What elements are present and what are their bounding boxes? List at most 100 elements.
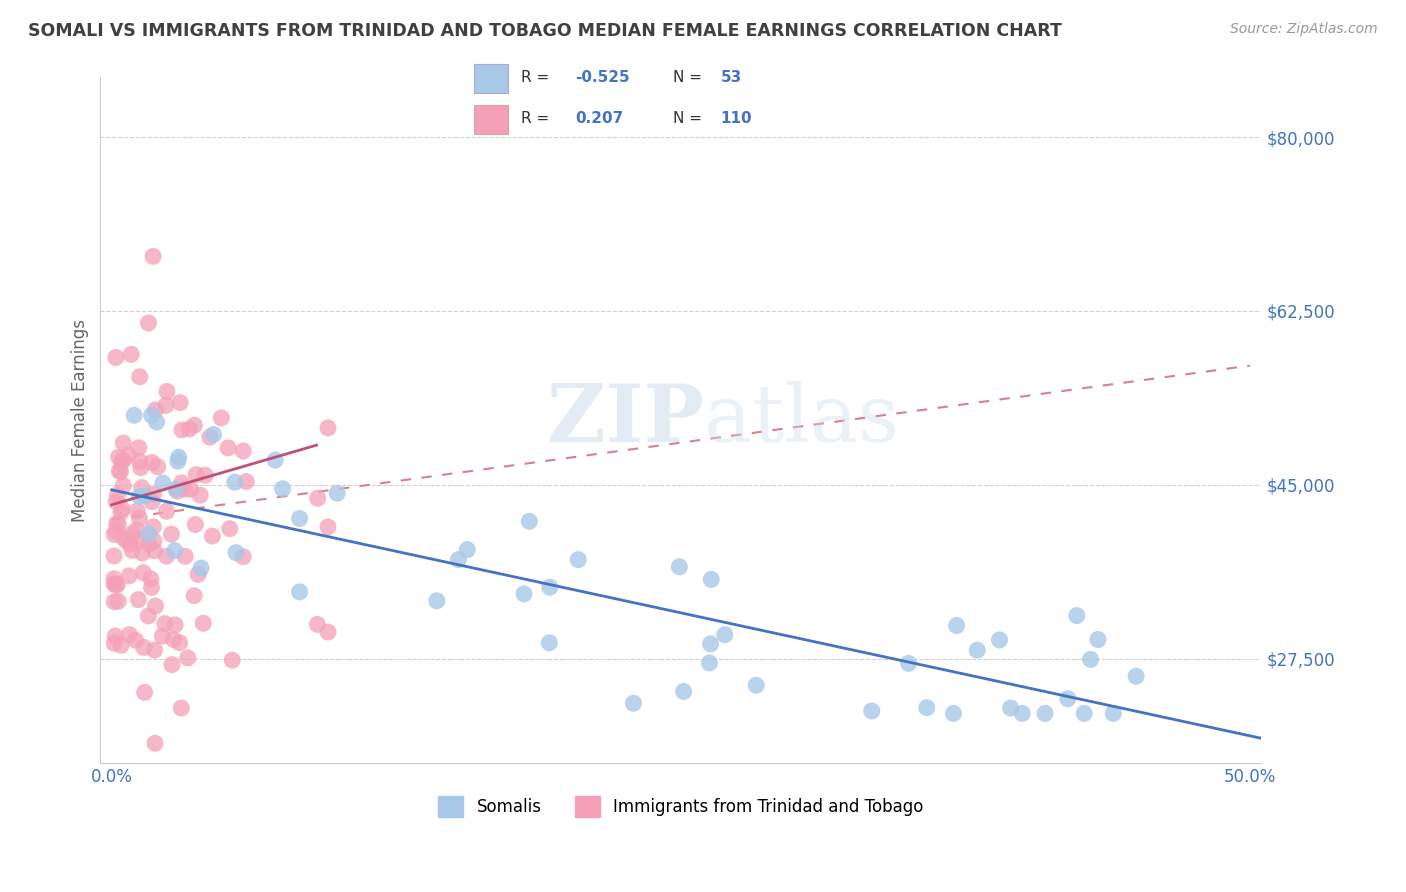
Point: [264, 453, 287, 467]
Text: 53: 53: [720, 70, 742, 85]
Point: [105, 578, 128, 592]
Text: SOMALI VS IMMIGRANTS FROM TRINIDAD AND TOBAGO MEDIAN FEMALE EARNINGS CORRELATION: SOMALI VS IMMIGRANTS FROM TRINIDAD AND T…: [28, 22, 1062, 40]
Text: N =: N =: [673, 112, 702, 126]
Point: [141, 581, 163, 595]
Point: [187, 567, 209, 582]
Point: [152, 475, 174, 490]
Point: [198, 430, 221, 444]
Point: [538, 580, 561, 594]
Point: [145, 415, 167, 429]
Point: [112, 453, 135, 467]
Point: [945, 618, 967, 632]
Point: [128, 369, 150, 384]
Point: [860, 704, 883, 718]
Point: [132, 640, 155, 655]
Text: N =: N =: [673, 70, 702, 85]
Point: [1080, 652, 1102, 666]
Point: [110, 465, 132, 479]
Point: [155, 549, 177, 564]
Point: [143, 736, 166, 750]
Point: [128, 441, 150, 455]
Point: [125, 523, 148, 537]
Point: [107, 594, 129, 608]
Point: [108, 464, 131, 478]
Point: [150, 629, 173, 643]
Point: [183, 418, 205, 433]
Point: [121, 543, 143, 558]
Point: [105, 494, 128, 508]
Text: atlas: atlas: [704, 381, 900, 459]
Point: [160, 657, 183, 672]
Point: [316, 421, 339, 435]
Point: [129, 460, 152, 475]
Point: [165, 482, 187, 496]
Point: [672, 684, 695, 698]
Point: [127, 504, 149, 518]
Point: [138, 609, 160, 624]
Point: [110, 505, 132, 519]
Point: [104, 351, 127, 365]
Point: [167, 454, 190, 468]
Point: [426, 594, 449, 608]
Point: [232, 549, 254, 564]
Point: [163, 543, 186, 558]
Point: [224, 475, 246, 490]
Point: [745, 678, 768, 692]
Text: 0.207: 0.207: [575, 112, 624, 126]
Point: [193, 616, 215, 631]
Point: [127, 592, 149, 607]
Point: [316, 625, 339, 640]
Point: [129, 532, 152, 546]
Point: [169, 635, 191, 649]
Point: [966, 643, 988, 657]
Point: [221, 653, 243, 667]
Point: [988, 632, 1011, 647]
Point: [179, 483, 201, 497]
Point: [128, 454, 150, 468]
Point: [1125, 669, 1147, 683]
Point: [623, 696, 645, 710]
Point: [209, 411, 232, 425]
Point: [897, 657, 920, 671]
Point: [104, 629, 127, 643]
Point: [145, 403, 167, 417]
Point: [112, 436, 135, 450]
Point: [167, 450, 190, 465]
Point: [138, 316, 160, 330]
Point: [103, 595, 125, 609]
Point: [1000, 701, 1022, 715]
Point: [131, 481, 153, 495]
Point: [160, 527, 183, 541]
Point: [107, 450, 129, 465]
Point: [201, 529, 224, 543]
Point: [124, 633, 146, 648]
Point: [567, 552, 589, 566]
Point: [170, 701, 193, 715]
Point: [120, 537, 142, 551]
Point: [139, 572, 162, 586]
Point: [155, 504, 177, 518]
Point: [235, 475, 257, 489]
Point: [153, 616, 176, 631]
Point: [122, 409, 145, 423]
Point: [132, 566, 155, 580]
Point: [165, 618, 187, 632]
Point: [316, 520, 339, 534]
Point: [107, 488, 129, 502]
Point: [120, 347, 142, 361]
Point: [184, 517, 207, 532]
Point: [111, 530, 134, 544]
Point: [105, 516, 128, 531]
Point: [190, 561, 212, 575]
Point: [103, 577, 125, 591]
Point: [699, 637, 721, 651]
Point: [142, 249, 165, 263]
Point: [169, 395, 191, 409]
FancyBboxPatch shape: [474, 105, 508, 134]
Point: [117, 448, 139, 462]
Point: [513, 587, 536, 601]
Legend: Somalis, Immigrants from Trinidad and Tobago: Somalis, Immigrants from Trinidad and To…: [432, 789, 931, 823]
Point: [194, 468, 217, 483]
Point: [1033, 706, 1056, 721]
Point: [307, 617, 329, 632]
